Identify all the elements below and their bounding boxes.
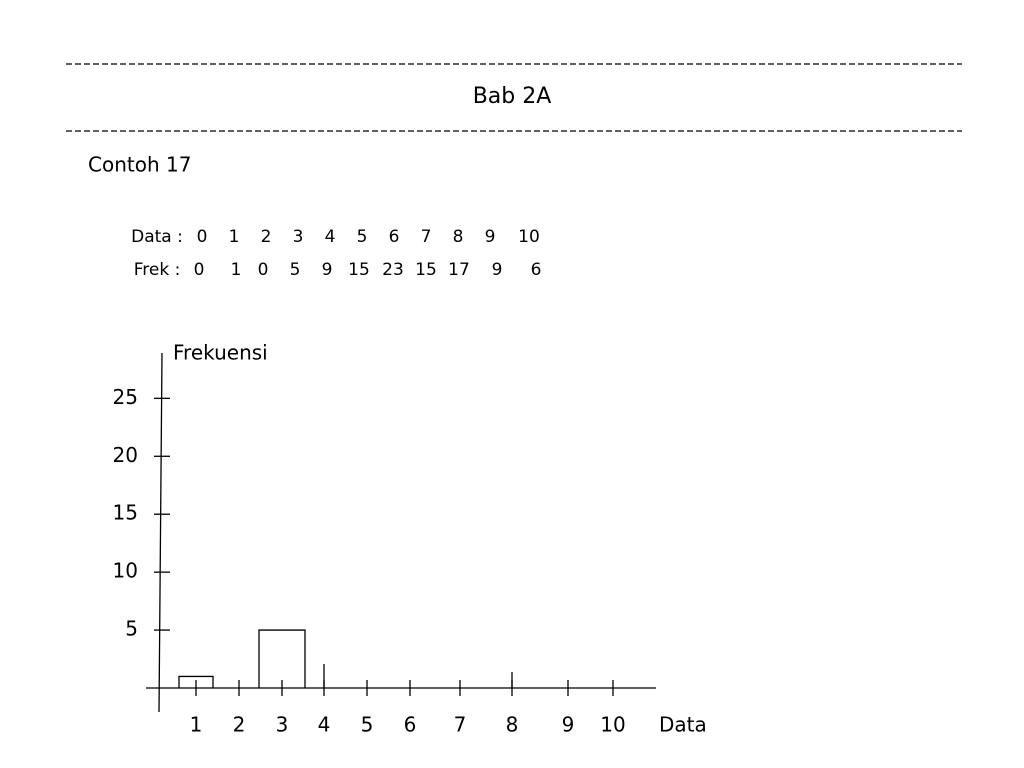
table-cell: 2 <box>261 227 272 247</box>
y-axis <box>158 352 163 713</box>
bar <box>178 675 214 688</box>
table-cell: 9 <box>492 260 503 280</box>
table-cell: 0 <box>258 260 269 280</box>
table-cell: 8 <box>453 227 464 247</box>
table-cell: 6 <box>389 227 400 247</box>
y-axis-label: Frekuensi <box>173 341 268 365</box>
x-tick-label: 9 <box>562 713 575 737</box>
y-tick-label: 15 <box>113 501 138 525</box>
x-axis-label: Data <box>659 713 707 737</box>
x-tick-label: 1 <box>190 713 203 737</box>
y-tick-label: 10 <box>113 559 138 583</box>
x-tick-label: 4 <box>318 713 331 737</box>
y-tick-label: 20 <box>113 443 138 467</box>
x-tick-label: 10 <box>600 713 625 737</box>
subtitle: Contoh 17 <box>88 153 191 177</box>
table-cell: 9 <box>322 260 333 280</box>
y-tick-label: 5 <box>125 617 138 641</box>
table-cell: 1 <box>231 260 242 280</box>
y-tick-label: 25 <box>113 385 138 409</box>
table-cell: 17 <box>448 260 470 280</box>
x-tick-label: 3 <box>276 713 289 737</box>
table-cell: 6 <box>531 260 542 280</box>
table-cell: 0 <box>197 227 208 247</box>
table-cell: 0 <box>194 260 205 280</box>
x-tick-label: 6 <box>404 713 417 737</box>
table-cell: 9 <box>485 227 496 247</box>
table-cell: 15 <box>348 260 370 280</box>
row-label: Data : <box>131 227 183 247</box>
table-cell: 15 <box>415 260 437 280</box>
table-cell: 10 <box>518 227 540 247</box>
x-tick-label: 8 <box>506 713 519 737</box>
x-tick-label: 7 <box>454 713 467 737</box>
row-label: Frek : <box>134 260 181 280</box>
table-cell: 4 <box>325 227 336 247</box>
table-cell: 5 <box>357 227 368 247</box>
table-cell: 7 <box>421 227 432 247</box>
bar <box>258 629 306 688</box>
table-cell: 23 <box>382 260 404 280</box>
x-tick-label: 2 <box>233 713 246 737</box>
x-tick-label: 5 <box>361 713 374 737</box>
table-cell: 1 <box>229 227 240 247</box>
table-cell: 3 <box>293 227 304 247</box>
title: Bab 2A <box>473 84 552 109</box>
table-cell: 5 <box>290 260 301 280</box>
